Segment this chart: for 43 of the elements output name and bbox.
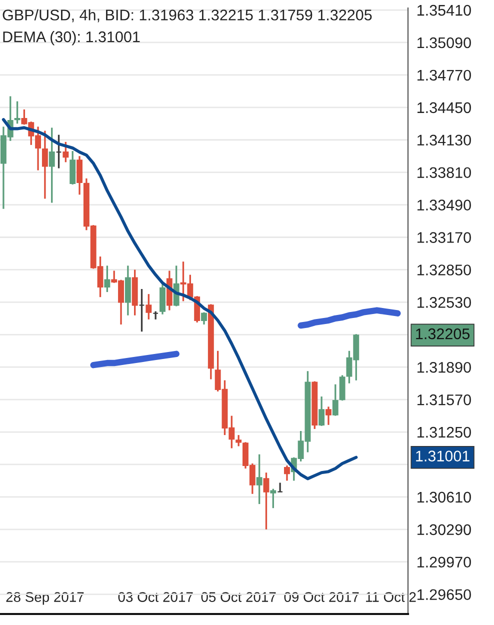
chart-title: GBP/USD, 4h, BID: 1.31963 1.32215 1.31759 1.32205: [2, 9, 372, 22]
y-tick-label: 1.30290: [418, 524, 471, 536]
y-tick-label: 1.29650: [418, 589, 471, 600]
y-tick-label: 1.34770: [418, 70, 471, 81]
y-tick-label: 1.35410: [418, 4, 471, 16]
candlestick: [104, 264, 110, 293]
candlestick: [48, 126, 55, 204]
y-tick-label: 1.34450: [418, 102, 471, 114]
y-tick-label: 1.33810: [418, 167, 471, 178]
candlestick: [160, 283, 166, 316]
candlestick: [76, 155, 82, 196]
y-tick-label: 1.31250: [418, 426, 471, 438]
y-tick-label: 1.32530: [418, 297, 471, 308]
y-tick-label: 1.32850: [418, 264, 471, 276]
candlestick: [56, 134, 62, 170]
y-tick-label: 1.33170: [418, 232, 471, 243]
candlestick: [263, 472, 270, 530]
candlestick: [70, 150, 76, 186]
line-series: [2, 118, 358, 480]
candlestick: [236, 434, 242, 448]
candlestick: [256, 454, 262, 505]
y-tick-label: 1.33490: [418, 200, 471, 210]
candlestick: [326, 406, 332, 426]
candlestick: [318, 396, 325, 427]
text: 1.31001: [416, 450, 470, 462]
y-tick-label: 1.29970: [418, 556, 471, 568]
y-tick-label: 1.30610: [418, 492, 471, 503]
y-tick-label: 1.31570: [418, 394, 471, 406]
y-tick-label: 1.35090: [418, 37, 471, 48]
y-tick-label: 1.31890: [418, 362, 471, 373]
candlestick: [270, 488, 276, 509]
text: DEMA (30): 1.31001: [3, 31, 140, 46]
candlestick: [332, 384, 338, 417]
y-tick-label: 1.34130: [418, 134, 471, 146]
candlestick: [284, 464, 290, 482]
candlestick: [62, 141, 69, 164]
candlestick: [138, 288, 145, 332]
candlestick: [146, 293, 152, 320]
candlestick: [277, 482, 284, 493]
candlestick: [14, 100, 20, 124]
candlestick: [201, 311, 207, 326]
text: 1.32205: [416, 328, 470, 340]
candlestick: [42, 130, 48, 200]
